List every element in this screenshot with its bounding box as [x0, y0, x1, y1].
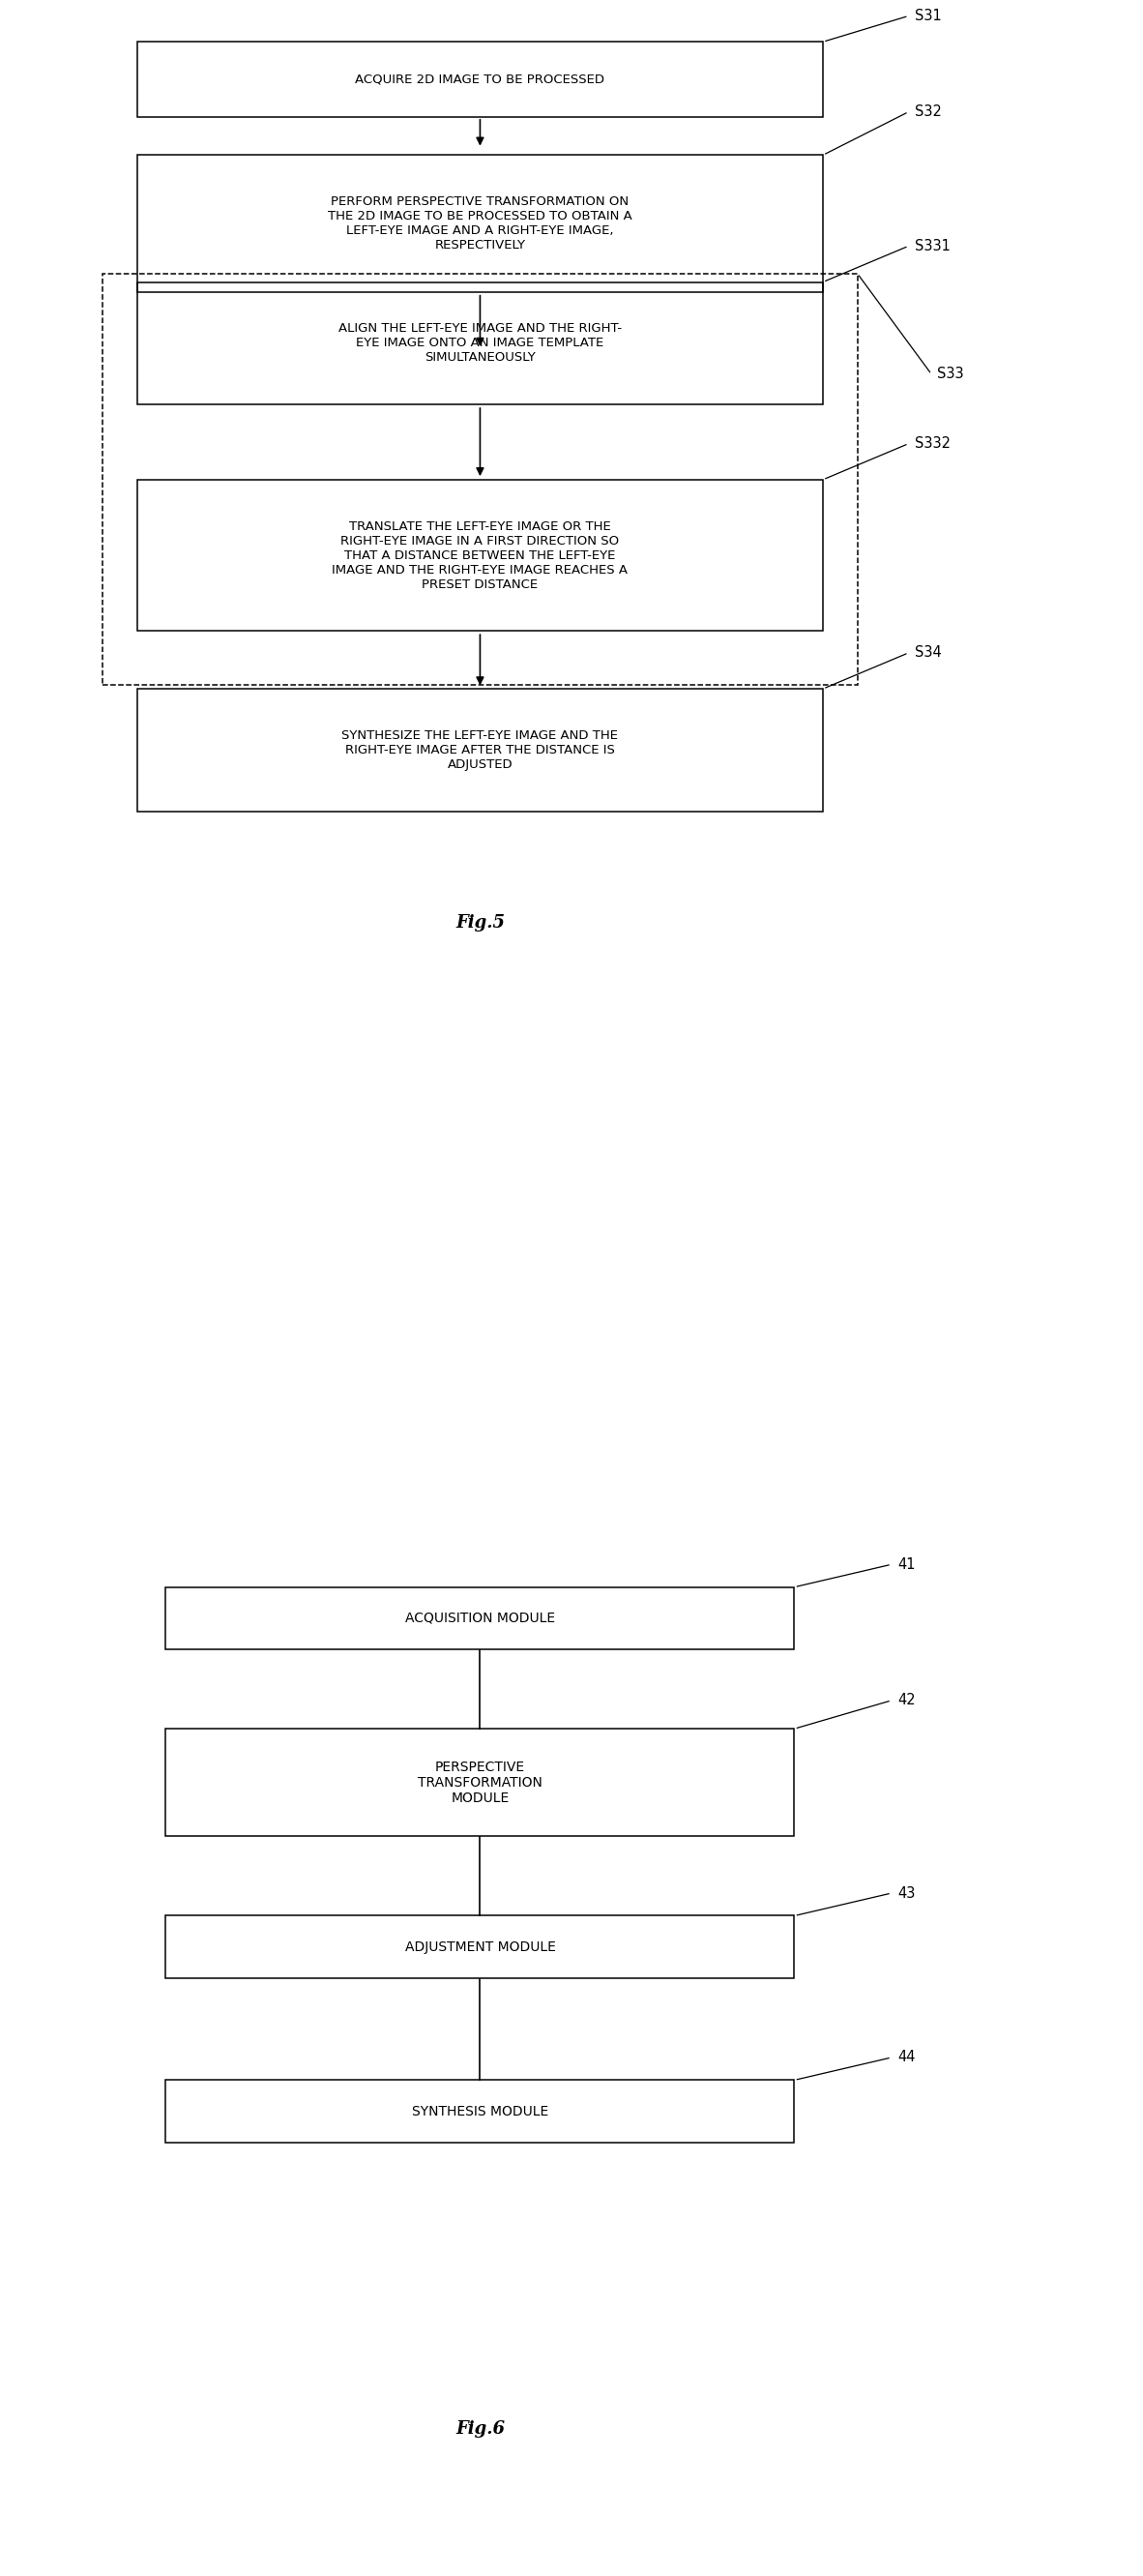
Bar	[166, 1587, 794, 1649]
Text: PERSPECTIVE
TRANSFORMATION
MODULE: PERSPECTIVE TRANSFORMATION MODULE	[417, 1759, 543, 1806]
Text: S331: S331	[914, 240, 950, 252]
Text: PERFORM PERSPECTIVE TRANSFORMATION ON
THE 2D IMAGE TO BE PROCESSED TO OBTAIN A
L: PERFORM PERSPECTIVE TRANSFORMATION ON TH…	[328, 196, 632, 252]
Text: 44: 44	[897, 2050, 916, 2066]
Text: ADJUSTMENT MODULE: ADJUSTMENT MODULE	[405, 1940, 555, 1953]
Text: ALIGN THE LEFT-EYE IMAGE AND THE RIGHT-
EYE IMAGE ONTO AN IMAGE TEMPLATE
SIMULTA: ALIGN THE LEFT-EYE IMAGE AND THE RIGHT- …	[338, 322, 622, 363]
Text: S34: S34	[914, 647, 941, 659]
Text: ACQUIRE 2D IMAGE TO BE PROCESSED: ACQUIRE 2D IMAGE TO BE PROCESSED	[355, 72, 605, 85]
Bar	[137, 281, 823, 404]
Bar	[166, 1728, 794, 1837]
Text: TRANSLATE THE LEFT-EYE IMAGE OR THE
RIGHT-EYE IMAGE IN A FIRST DIRECTION SO
THAT: TRANSLATE THE LEFT-EYE IMAGE OR THE RIGH…	[333, 520, 628, 590]
Text: 41: 41	[897, 1556, 916, 1571]
Text: Fig.5: Fig.5	[455, 914, 505, 933]
Bar	[137, 688, 823, 811]
Bar	[137, 41, 823, 116]
Bar	[137, 479, 823, 631]
Text: SYNTHESIZE THE LEFT-EYE IMAGE AND THE
RIGHT-EYE IMAGE AFTER THE DISTANCE IS
ADJU: SYNTHESIZE THE LEFT-EYE IMAGE AND THE RI…	[342, 729, 618, 770]
Bar	[166, 1917, 794, 1978]
Text: S332: S332	[914, 435, 950, 451]
Bar	[103, 273, 857, 685]
Text: S32: S32	[914, 106, 942, 118]
Text: S33: S33	[937, 368, 964, 381]
Text: 43: 43	[897, 1886, 916, 1901]
Text: 42: 42	[897, 1692, 916, 1708]
Bar	[166, 2081, 794, 2143]
Text: ACQUISITION MODULE: ACQUISITION MODULE	[405, 1613, 555, 1625]
Text: SYNTHESIS MODULE: SYNTHESIS MODULE	[411, 2105, 549, 2117]
Text: Fig.6: Fig.6	[455, 2419, 505, 2437]
Text: S31: S31	[914, 8, 941, 23]
Bar	[137, 155, 823, 291]
